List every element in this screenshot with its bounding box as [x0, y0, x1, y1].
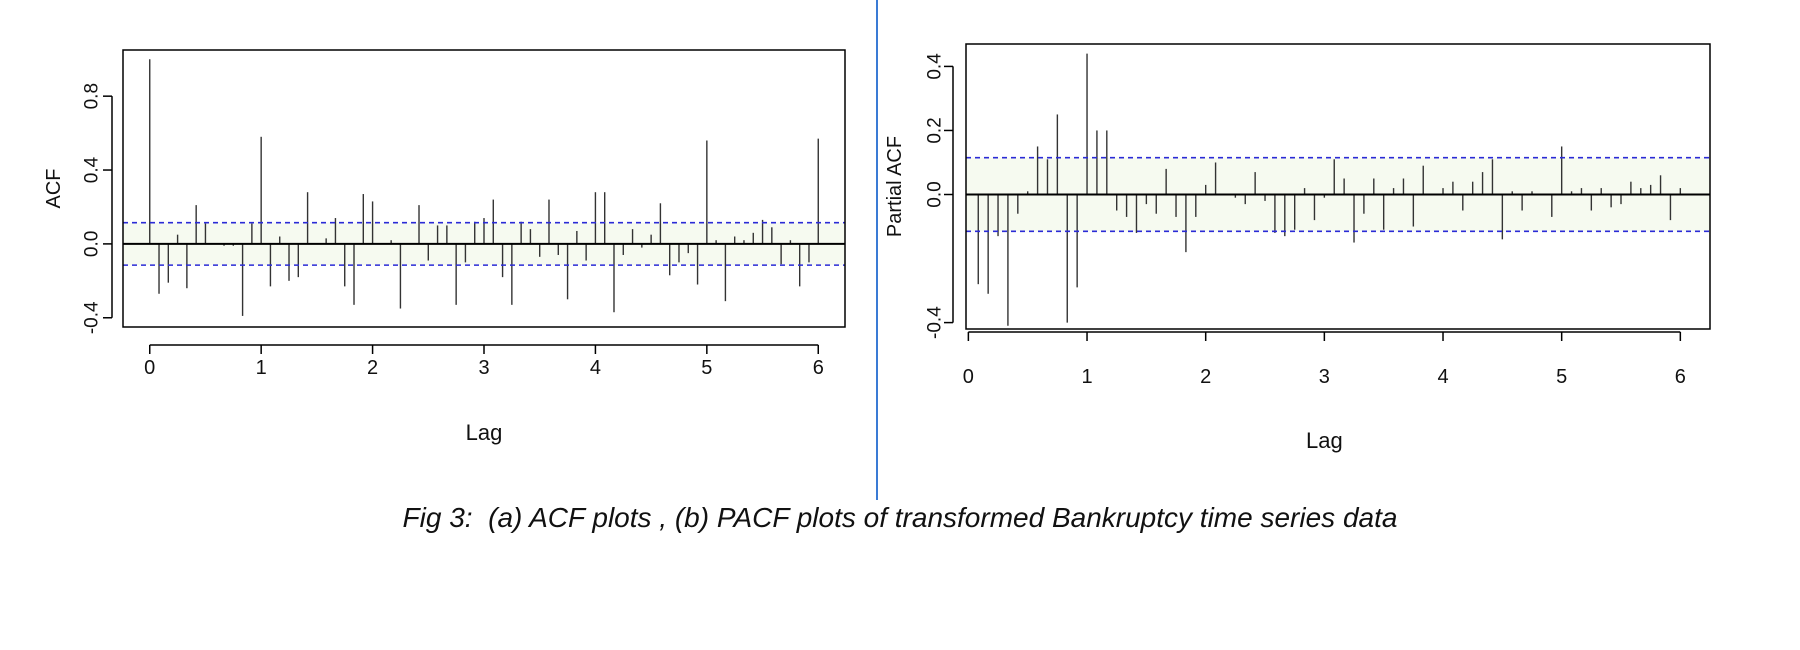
- acf-x-axis-title: Lag: [466, 420, 503, 445]
- acf-y-tick-label: 0.8: [82, 83, 103, 109]
- pacf-x-tick-label: 3: [1319, 366, 1330, 388]
- acf-x-tick-label: 6: [813, 357, 824, 379]
- figure-caption: Fig 3: (a) ACF plots , (b) PACF plots of…: [402, 502, 1398, 533]
- acf-x-tick-label: 5: [701, 357, 712, 379]
- pacf-panel: 0 1 2 3 4 5 6 -0.4 0.0 0.2 0.4 Lag Partial ACF: [884, 43, 1711, 453]
- pacf-x-axis-title: Lag: [1306, 428, 1343, 453]
- pacf-x-tick-label: 0: [963, 366, 974, 388]
- pacf-x-tick-label: 2: [1200, 366, 1211, 388]
- acf-x-tick-label: 1: [256, 357, 267, 379]
- acf-y-axis: -0.4 0.0 0.4 0.8: [82, 83, 113, 334]
- acf-plot-frame: [122, 49, 846, 328]
- acf-panel: 0 1 2 3 4 5 6 -0.4 0.0 0.4 0.8 Lag ACF: [43, 49, 846, 445]
- acf-x-tick-label: 4: [590, 357, 601, 379]
- pacf-y-tick-label: 0.0: [925, 181, 946, 207]
- pacf-x-tick-label: 4: [1437, 366, 1448, 388]
- acf-x-tick-label: 0: [144, 357, 155, 379]
- acf-x-tick-label: 3: [478, 357, 489, 379]
- pacf-x-tick-label: 6: [1675, 366, 1686, 388]
- pacf-x-tick-label: 5: [1556, 366, 1567, 388]
- acf-y-tick-label: -0.4: [82, 301, 103, 334]
- acf-y-tick-label: 0.4: [82, 156, 103, 183]
- acf-x-tick-label: 2: [367, 357, 378, 379]
- acf-y-axis-title: ACF: [43, 169, 65, 209]
- acf-x-axis: 0 1 2 3 4 5 6: [144, 344, 824, 379]
- pacf-y-axis-title: Partial ACF: [884, 136, 906, 237]
- pacf-plot-frame: [965, 43, 1711, 330]
- pacf-y-tick-label: 0.2: [925, 117, 946, 143]
- pacf-y-tick-label: 0.4: [925, 53, 946, 80]
- pacf-x-tick-label: 1: [1081, 366, 1092, 388]
- acf-bars: [149, 59, 819, 316]
- pacf-y-tick-label: -0.4: [925, 306, 946, 339]
- pacf-x-axis: 0 1 2 3 4 5 6: [963, 331, 1686, 388]
- pacf-y-axis: -0.4 0.0 0.2 0.4: [925, 53, 954, 339]
- acf-y-tick-label: 0.0: [82, 231, 103, 257]
